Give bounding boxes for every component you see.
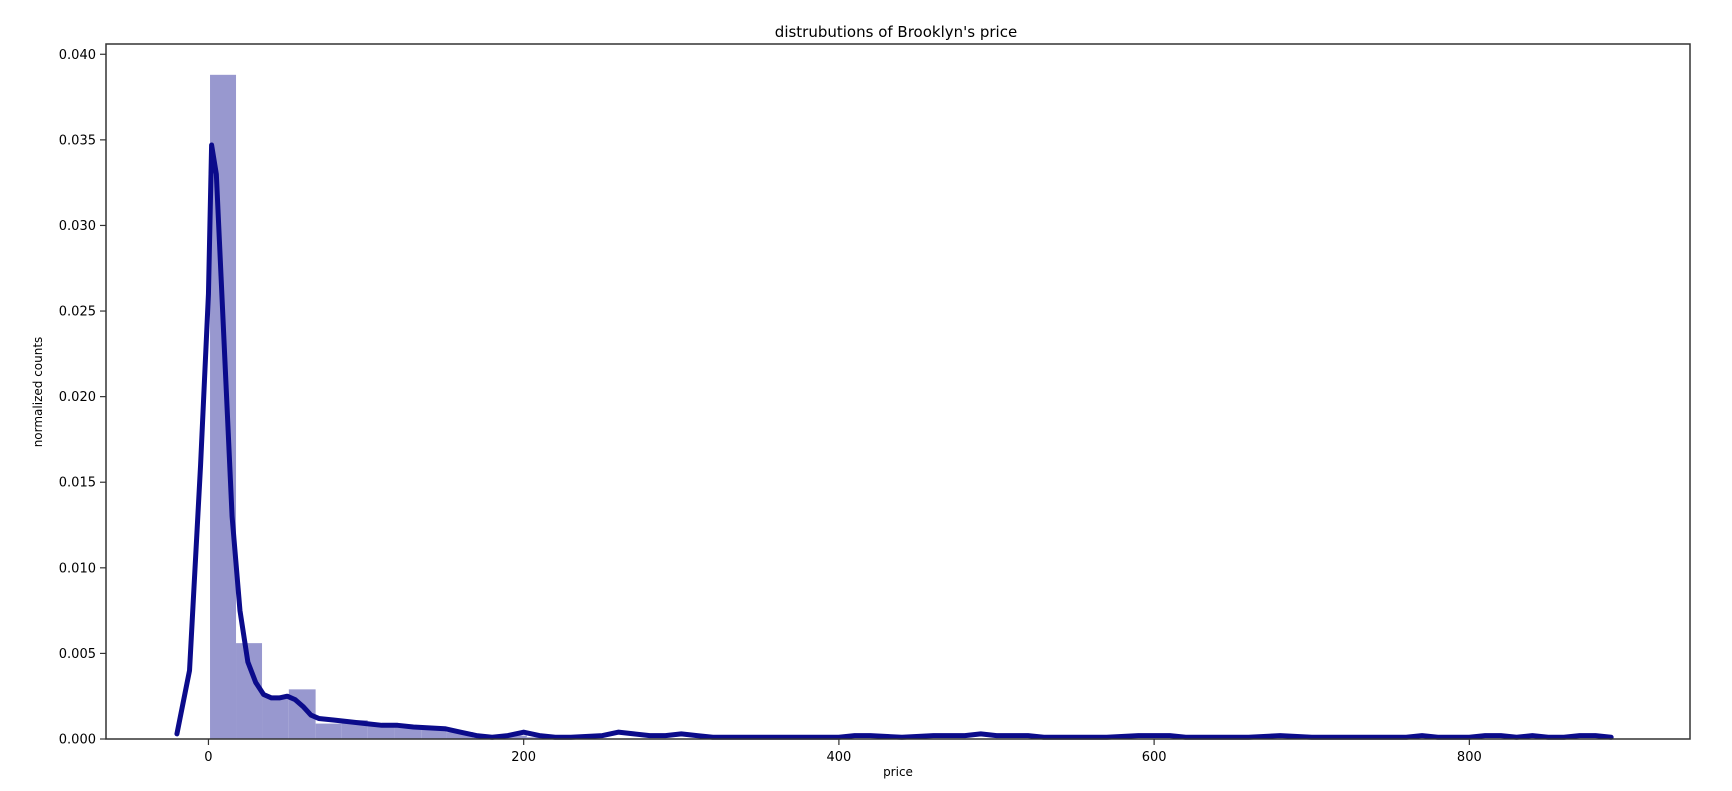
x-tick-label-1: 200	[511, 750, 536, 765]
y-axis-ticks: 0.000 0.005 0.010 0.015 0.020 0.025 0.030 0.035…	[59, 48, 106, 748]
histogram-bar-12	[526, 737, 553, 739]
histogram-bar-8	[421, 728, 447, 739]
plot-area: 0 200 400 600 800 0.0000.0050.0100.0150.0200…	[59, 43, 1691, 765]
histogram-bars	[210, 74, 553, 739]
y-tick-label-5: 0.025	[59, 305, 96, 320]
x-tick-label-4: 800	[1457, 750, 1482, 765]
y-tick-label-3: 0.015	[59, 476, 96, 491]
x-tick-label-2: 400	[826, 750, 851, 765]
y-tick-label-7: 0.035	[59, 133, 96, 148]
y-tick-label-4: 0.020	[59, 390, 96, 405]
x-axis-label: price	[883, 765, 913, 779]
y-tick-label-8: 0.040	[59, 48, 96, 63]
x-tick-label-3: 600	[1142, 750, 1167, 765]
y-tick-label-2: 0.010	[59, 561, 96, 576]
histogram-bar-7	[394, 727, 422, 739]
axes-frame	[105, 43, 1691, 740]
y-axis-label: normalized counts	[31, 337, 45, 448]
y-tick-label-6: 0.030	[59, 219, 96, 234]
kde-curve	[174, 142, 1614, 740]
x-tick-label-0: 0	[204, 750, 212, 765]
histogram-bar-4	[315, 723, 342, 739]
histogram-bar-11	[500, 735, 527, 739]
histogram-bar-9	[446, 732, 474, 739]
y-tick-label-0: 0.000	[59, 733, 96, 748]
x-axis-ticks: 0 200 400 600 800	[204, 739, 1482, 765]
y-tick-label-1: 0.005	[59, 647, 96, 662]
chart-title: distrubutions of Brooklyn's price	[775, 23, 1017, 41]
histogram-bar-6	[367, 725, 395, 739]
histogram-bar-2	[262, 696, 289, 739]
